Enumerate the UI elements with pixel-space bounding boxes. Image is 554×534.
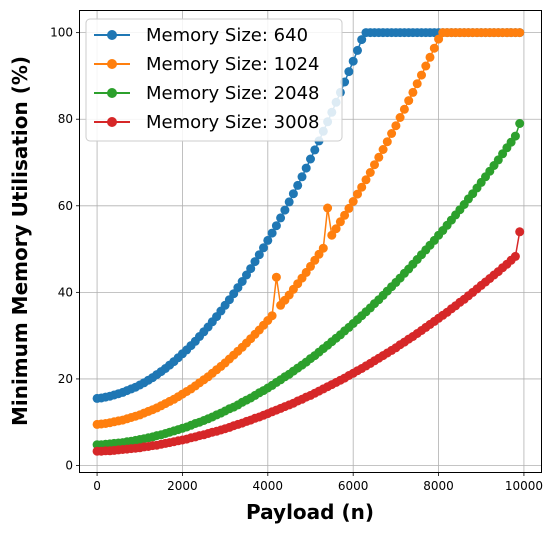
x-axis-title: Payload (n) bbox=[246, 500, 374, 524]
data-point bbox=[271, 272, 281, 282]
data-point bbox=[348, 197, 358, 206]
data-point bbox=[344, 67, 354, 77]
y-axis-title: Minimum Memory Utilisation (%) bbox=[8, 56, 32, 426]
data-point bbox=[276, 213, 286, 223]
data-point bbox=[412, 79, 422, 89]
data-point bbox=[331, 224, 341, 234]
y-tick-label: 20 bbox=[58, 372, 73, 386]
data-point bbox=[254, 250, 264, 260]
data-point bbox=[391, 121, 401, 131]
data-point bbox=[395, 113, 405, 122]
y-tick-label: 60 bbox=[58, 199, 73, 213]
data-point bbox=[382, 137, 392, 147]
legend-box bbox=[85, 18, 343, 142]
data-point bbox=[387, 129, 397, 138]
data-point bbox=[515, 227, 525, 237]
data-point bbox=[267, 311, 277, 321]
legend-marker bbox=[107, 88, 117, 98]
x-tick-label: 6000 bbox=[338, 479, 369, 493]
legend-entry: Memory Size: 1024 bbox=[94, 54, 319, 75]
data-point bbox=[434, 34, 444, 44]
legend-marker bbox=[107, 117, 117, 127]
data-point bbox=[404, 96, 414, 106]
data-point bbox=[271, 221, 281, 231]
data-point bbox=[510, 251, 520, 261]
data-point bbox=[357, 35, 367, 45]
y-tick-label: 100 bbox=[50, 26, 73, 40]
data-point bbox=[353, 45, 362, 55]
data-point bbox=[280, 205, 290, 215]
series-4 bbox=[92, 227, 525, 456]
data-point bbox=[246, 264, 256, 274]
legend-label: Memory Size: 640 bbox=[146, 25, 308, 46]
data-point bbox=[429, 43, 439, 53]
legend-label: Memory Size: 1024 bbox=[146, 54, 319, 75]
data-point bbox=[353, 189, 362, 199]
data-point bbox=[297, 172, 307, 182]
data-point bbox=[327, 230, 337, 240]
x-tick-label: 10000 bbox=[505, 479, 543, 493]
data-point bbox=[310, 145, 320, 155]
data-point bbox=[323, 203, 333, 213]
data-point bbox=[284, 197, 294, 207]
data-point bbox=[301, 163, 311, 173]
data-point bbox=[306, 154, 315, 164]
x-axis-ticks: 0 2000 4000 6000 8000 10000 bbox=[93, 472, 543, 493]
y-axis-ticks: 0 20 40 60 80 100 bbox=[50, 26, 80, 473]
legend: Memory Size: 640 Memory Size: 1024 Memory … bbox=[85, 18, 343, 142]
y-tick-label: 80 bbox=[58, 112, 73, 126]
y-tick-label: 0 bbox=[65, 459, 73, 473]
data-point bbox=[361, 175, 371, 185]
data-point bbox=[510, 131, 520, 141]
x-tick-label: 8000 bbox=[423, 479, 454, 493]
data-point bbox=[267, 228, 277, 238]
legend-marker bbox=[107, 59, 117, 69]
plot-frame bbox=[79, 10, 542, 473]
data-point bbox=[237, 277, 247, 286]
data-point bbox=[348, 56, 358, 66]
x-tick-label: 4000 bbox=[253, 479, 284, 493]
data-point bbox=[417, 70, 426, 80]
data-point bbox=[288, 189, 298, 199]
data-point bbox=[421, 61, 431, 71]
data-point bbox=[399, 104, 409, 114]
series-3 bbox=[92, 119, 525, 450]
y-tick-label: 40 bbox=[58, 285, 73, 299]
data-point bbox=[263, 235, 273, 245]
legend-entry: Memory Size: 640 bbox=[94, 25, 308, 46]
data-point bbox=[408, 87, 418, 97]
data-point bbox=[515, 28, 525, 38]
data-point bbox=[374, 152, 384, 162]
data-point bbox=[259, 243, 268, 253]
series-2 bbox=[92, 28, 525, 429]
legend-label: Memory Size: 3008 bbox=[146, 112, 319, 133]
data-point bbox=[378, 145, 388, 154]
legend-marker bbox=[107, 30, 117, 40]
data-point bbox=[370, 160, 379, 170]
data-point bbox=[357, 182, 367, 192]
x-tick-label: 2000 bbox=[167, 479, 198, 493]
data-point bbox=[318, 243, 328, 253]
x-tick-label: 0 bbox=[93, 479, 101, 493]
legend-label: Memory Size: 2048 bbox=[146, 83, 319, 104]
data-point bbox=[293, 180, 303, 190]
data-point bbox=[335, 217, 345, 227]
data-point bbox=[344, 203, 354, 213]
data-point bbox=[515, 119, 525, 128]
data-point bbox=[425, 52, 435, 62]
data-point bbox=[365, 168, 375, 177]
legend-entry: Memory Size: 3008 bbox=[94, 112, 319, 133]
legend-entry: Memory Size: 2048 bbox=[94, 83, 319, 104]
data-point bbox=[242, 270, 251, 280]
series-layer bbox=[92, 28, 525, 456]
data-point bbox=[340, 210, 350, 220]
data-point bbox=[250, 257, 260, 267]
